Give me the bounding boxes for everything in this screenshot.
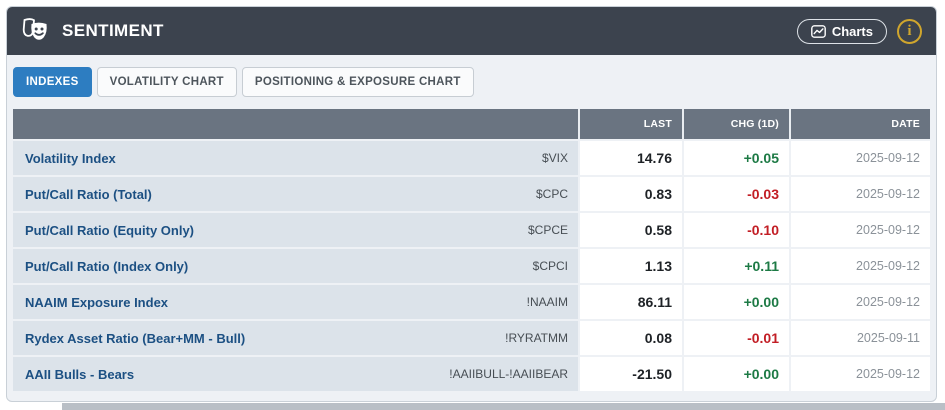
chg-value: -0.01 [682,321,789,355]
column-header-chg: CHG (1D) [682,109,789,139]
date-value: 2025-09-12 [789,249,930,283]
table-row: NAAIM Exposure Index !NAAIM 86.11 +0.00 … [13,285,930,319]
last-value: 0.83 [578,177,682,211]
tab-bar: INDEXES VOLATILITY CHART POSITIONING & E… [7,55,936,109]
chg-value: +0.00 [682,285,789,319]
page-title: SENTIMENT [62,21,164,40]
table-row: AAII Bulls - Bears !AAIIBULL-!AAIIBEAR -… [13,357,930,391]
date-value: 2025-09-12 [789,141,930,175]
table-row: Rydex Asset Ratio (Bear+MM - Bull) !RYRA… [13,321,930,355]
chg-value: +0.00 [682,357,789,391]
indicator-name[interactable]: Volatility Index [25,150,116,166]
indicator-cell: Volatility Index $VIX [13,141,578,175]
tab-indexes[interactable]: INDEXES [13,67,92,97]
indicator-symbol: !RYRATMM [505,331,568,345]
indicator-symbol: $CPC [535,187,568,201]
indicator-cell: Put/Call Ratio (Index Only) $CPCI [13,249,578,283]
tab-volatility-chart[interactable]: VOLATILITY CHART [96,67,237,97]
tab-positioning-exposure-chart[interactable]: POSITIONING & EXPOSURE CHART [241,67,474,97]
last-value: -21.50 [578,357,682,391]
column-header-last: LAST [578,109,682,139]
chg-value: +0.05 [682,141,789,175]
table-header-row: LAST CHG (1D) DATE [13,109,930,139]
indicator-symbol: $VIX [541,151,568,165]
info-button[interactable]: i [897,18,922,44]
date-value: 2025-09-12 [789,357,930,391]
charts-button[interactable]: Charts [796,18,887,44]
info-icon: i [907,22,912,39]
table-body: Volatility Index $VIX 14.76 +0.05 2025-0… [13,141,930,391]
indicator-cell: NAAIM Exposure Index !NAAIM [13,285,578,319]
theater-masks-icon [22,18,47,40]
date-value: 2025-09-12 [789,177,930,211]
column-header-date: DATE [789,109,930,139]
last-value: 86.11 [578,285,682,319]
table-row: Put/Call Ratio (Index Only) $CPCI 1.13 +… [13,249,930,283]
last-value: 0.08 [578,321,682,355]
date-value: 2025-09-11 [789,321,930,355]
date-value: 2025-09-12 [789,213,930,247]
indicator-symbol: !NAAIM [526,295,568,309]
last-value: 1.13 [578,249,682,283]
indicator-cell: Put/Call Ratio (Equity Only) $CPCE [13,213,578,247]
indicator-cell: AAII Bulls - Bears !AAIIBULL-!AAIIBEAR [13,357,578,391]
next-panel-top-edge [62,403,945,410]
line-chart-icon [810,24,826,38]
chg-value: -0.10 [682,213,789,247]
charts-button-label: Charts [831,23,873,39]
indicator-name[interactable]: AAII Bulls - Bears [25,366,135,382]
last-value: 14.76 [578,141,682,175]
table-row: Put/Call Ratio (Total) $CPC 0.83 -0.03 2… [13,177,930,211]
last-value: 0.58 [578,213,682,247]
indicator-name[interactable]: Put/Call Ratio (Index Only) [25,258,189,274]
indicator-symbol: $CPCI [532,259,568,273]
chg-value: +0.11 [682,249,789,283]
panel-header: SENTIMENT Charts i [7,7,936,55]
sentiment-table: LAST CHG (1D) DATE Volatility Index $VIX… [13,109,930,391]
indicator-name[interactable]: Put/Call Ratio (Equity Only) [25,222,195,238]
indicator-name[interactable]: Rydex Asset Ratio (Bear+MM - Bull) [25,330,246,346]
sentiment-panel: SENTIMENT Charts i INDEXES VOLATILITY CH… [6,6,937,402]
indicator-name[interactable]: Put/Call Ratio (Total) [25,186,152,202]
indicator-symbol: $CPCE [527,223,568,237]
indicator-cell: Put/Call Ratio (Total) $CPC [13,177,578,211]
indicator-symbol: !AAIIBULL-!AAIIBEAR [449,367,568,381]
table-row: Put/Call Ratio (Equity Only) $CPCE 0.58 … [13,213,930,247]
table-row: Volatility Index $VIX 14.76 +0.05 2025-0… [13,141,930,175]
indicator-cell: Rydex Asset Ratio (Bear+MM - Bull) !RYRA… [13,321,578,355]
chg-value: -0.03 [682,177,789,211]
column-header-name [13,109,578,139]
indicator-name[interactable]: NAAIM Exposure Index [25,294,169,310]
date-value: 2025-09-12 [789,285,930,319]
